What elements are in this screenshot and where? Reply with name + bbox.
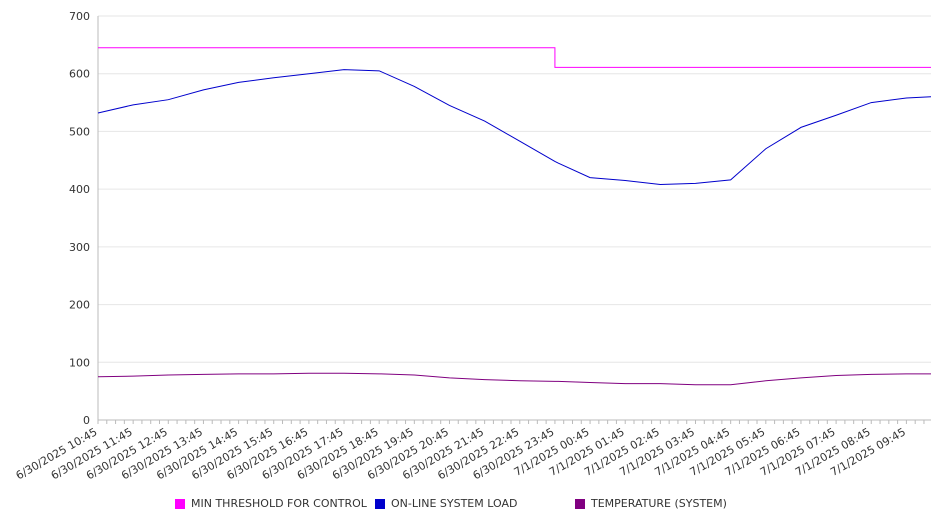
y-tick-label: 300 xyxy=(69,241,90,254)
x-tick-labels: 6/30/2025 10:456/30/2025 11:456/30/2025 … xyxy=(14,425,908,482)
y-tick-label: 600 xyxy=(69,68,90,81)
legend-item-min-threshold[interactable]: MIN THRESHOLD FOR CONTROL xyxy=(175,497,367,510)
line-chart: 0 100 200 300 400 500 600 700 6/30/2025 10:456/… xyxy=(14,10,932,482)
y-tick-label: 0 xyxy=(83,414,90,427)
grid-lines xyxy=(98,15,931,363)
legend-item-temperature[interactable]: TEMPERATURE (SYSTEM) xyxy=(575,497,727,510)
series-line-1 xyxy=(97,69,932,186)
series-line-0 xyxy=(98,47,931,68)
legend-swatch-min-threshold xyxy=(175,498,185,509)
y-tick-labels: 0 100 200 300 400 500 600 700 xyxy=(69,10,90,427)
y-tick-label: 400 xyxy=(69,183,90,196)
legend: MIN THRESHOLD FOR CONTROL ON-LINE SYSTEM… xyxy=(0,497,946,515)
legend-swatch-temperature xyxy=(575,498,585,509)
legend-label-online-load: ON-LINE SYSTEM LOAD xyxy=(391,497,518,510)
series-line-2 xyxy=(97,372,931,386)
legend-item-online-load[interactable]: ON-LINE SYSTEM LOAD xyxy=(375,497,517,510)
legend-label-temperature: TEMPERATURE (SYSTEM) xyxy=(591,497,727,510)
y-tick-label: 200 xyxy=(69,299,90,312)
series-lines xyxy=(97,47,932,386)
legend-swatch-online-load xyxy=(375,498,385,509)
y-tick-label: 700 xyxy=(69,10,90,23)
legend-label-min-threshold: MIN THRESHOLD FOR CONTROL xyxy=(191,497,367,510)
y-tick-label: 100 xyxy=(69,356,90,369)
y-tick-label: 500 xyxy=(69,125,90,138)
axes xyxy=(97,16,931,424)
